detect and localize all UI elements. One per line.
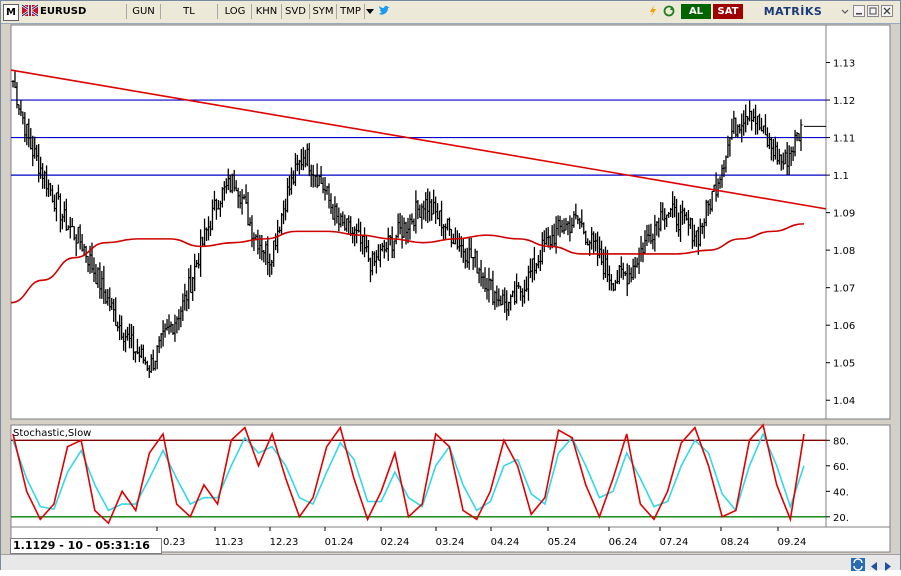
khn-button[interactable]: KHN — [252, 4, 282, 19]
symbol-selector[interactable]: EURUSD — [40, 4, 127, 19]
stochastic-k-line — [12, 423, 805, 525]
time-tick-label: 07.24 — [660, 537, 689, 548]
price-axis-panel — [825, 24, 891, 420]
time-tick-label: 09.24 — [778, 537, 807, 548]
tmp-button[interactable]: TMP — [337, 4, 365, 19]
price-tick-label: 1.13 — [833, 59, 855, 70]
refresh-chart-icon[interactable] — [851, 556, 865, 575]
scroll-right-icon[interactable] — [883, 557, 893, 576]
time-tick-label: 03.24 — [436, 537, 465, 548]
twitter-icon[interactable] — [377, 4, 391, 19]
flag-icon — [21, 3, 39, 19]
svd-button[interactable]: SVD — [282, 4, 310, 19]
tl-button[interactable]: TL — [161, 4, 218, 19]
time-tick-label: 12.23 — [270, 537, 299, 548]
stochastic-tick-label: 20. — [833, 513, 849, 524]
price-tick-label: 1.1 — [833, 171, 849, 182]
lightning-icon[interactable] — [647, 4, 659, 19]
price-tick-label: 1.12 — [833, 96, 855, 107]
brand-logo: MATRİKS — [763, 5, 823, 18]
chart-area[interactable]: 1.04 1.05 1.06 1.07 1.08 1.09 1.1 1.11 1.12 1.13 2… — [1, 1, 900, 553]
price-tick-label: 1.07 — [833, 284, 855, 295]
moving-average-line — [10, 223, 805, 304]
time-tick-label: 01.24 — [325, 537, 354, 548]
dropdown-arrow-icon[interactable] — [364, 4, 376, 19]
stochastic-tick-label: 80. — [833, 436, 849, 447]
chart-scrollbar[interactable] — [1, 554, 900, 571]
sym-button[interactable]: SYM — [310, 4, 337, 19]
time-tick-label: 02.24 — [381, 537, 410, 548]
close-icon[interactable] — [881, 4, 893, 19]
maximize-icon[interactable] — [867, 4, 879, 19]
chevron-down-icon[interactable] — [839, 4, 851, 19]
stochastic-panel — [10, 424, 827, 528]
time-tick-label: 11.23 — [215, 537, 244, 548]
descending-trendline — [10, 69, 827, 210]
price-tick-label: 1.08 — [833, 246, 855, 257]
price-tick-label: 1.04 — [833, 396, 855, 407]
minimize-icon[interactable] — [853, 4, 865, 19]
time-tick-label: 06.24 — [609, 537, 638, 548]
last-price-readout: 1.1129 - 10 - 05:31:16 — [10, 538, 162, 554]
toolbar: M EURUSD GUN TL LOG KHN SVD SYM TMP AL S… — [1, 1, 900, 24]
time-tick-label: 08.24 — [721, 537, 750, 548]
sell-button[interactable]: SAT — [713, 4, 743, 19]
price-bars — [11, 71, 803, 378]
menu-m-button[interactable]: M — [3, 4, 19, 21]
price-tick-label: 1.09 — [833, 209, 855, 220]
stochastic-d-line — [12, 431, 805, 513]
stochastic-tick-label: 60. — [833, 462, 849, 473]
log-button[interactable]: LOG — [219, 4, 252, 19]
price-tick-label: 1.11 — [833, 134, 855, 145]
time-tick-label: 10.23 — [157, 537, 186, 548]
time-tick-label: 04.24 — [491, 537, 520, 548]
price-bar — [799, 119, 803, 152]
price-tick-label: 1.06 — [833, 321, 855, 332]
time-tick-label: 05.24 — [548, 537, 577, 548]
price-tick-label: 1.05 — [833, 359, 855, 370]
refresh-icon[interactable] — [662, 4, 676, 19]
gun-button[interactable]: GUN — [127, 4, 161, 19]
scroll-left-icon[interactable] — [869, 557, 879, 576]
stochastic-axis-panel — [825, 424, 891, 528]
stochastic-title: Stochastic,Slow — [13, 428, 91, 439]
stochastic-tick-label: 40. — [833, 487, 849, 498]
buy-button[interactable]: AL — [681, 4, 711, 19]
